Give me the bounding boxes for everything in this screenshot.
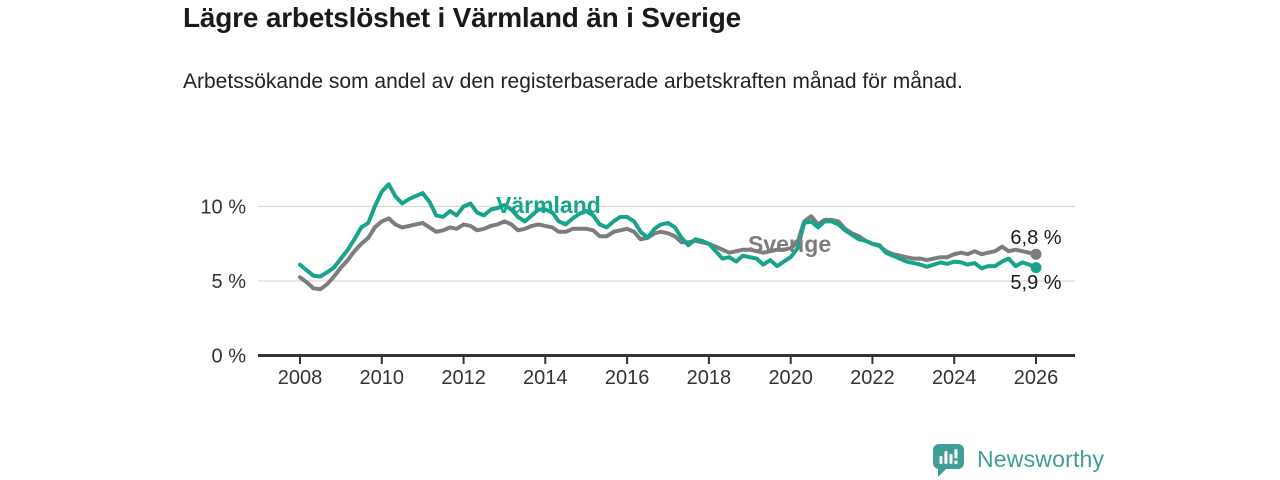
series-line-sverige <box>298 214 1038 292</box>
series-label-varmland: Värmland <box>496 192 601 218</box>
x-tick-label: 2012 <box>441 367 486 389</box>
end-dot-värmland <box>1030 262 1042 274</box>
end-dot-sverige <box>1030 248 1042 260</box>
y-tick-label: 5 % <box>212 271 247 293</box>
x-tick-label: 2016 <box>605 367 650 389</box>
gridlines <box>258 205 1075 282</box>
y-axis: 0 % 5 % 10 % <box>200 197 246 368</box>
x-tick-label: 2020 <box>768 367 813 389</box>
series-lines <box>298 182 1038 292</box>
x-axis: 2008 2010 2012 2014 2016 2018 2020 2022 … <box>258 354 1075 389</box>
end-value-sverige: 6,8 % <box>1010 227 1061 249</box>
x-tick-label: 2018 <box>687 367 732 389</box>
chart-subtitle: Arbetssökande som andel av den registerb… <box>183 70 963 93</box>
x-tick-label: 2008 <box>278 367 323 389</box>
series-end-dots <box>1030 248 1042 274</box>
series-line-värmland <box>298 182 1038 279</box>
y-tick-label: 0 % <box>212 346 247 368</box>
newsworthy-wordmark: Newsworthy <box>977 445 1105 472</box>
newsworthy-logo[interactable]: Newsworthy <box>930 441 1104 477</box>
newsworthy-icon <box>933 444 964 477</box>
x-tick-label: 2026 <box>1014 367 1059 389</box>
x-tick-label: 2014 <box>523 367 568 389</box>
series-label-sverige: Sverige <box>748 231 831 257</box>
x-tick-label: 2024 <box>932 367 977 389</box>
end-value-varmland: 5,9 % <box>1010 272 1061 294</box>
x-tick-label: 2022 <box>850 367 895 389</box>
y-tick-label: 10 % <box>200 197 246 219</box>
page-title: Lägre arbetslöshet i Värmland än i Sveri… <box>183 2 742 33</box>
x-tick-label: 2010 <box>360 367 405 389</box>
